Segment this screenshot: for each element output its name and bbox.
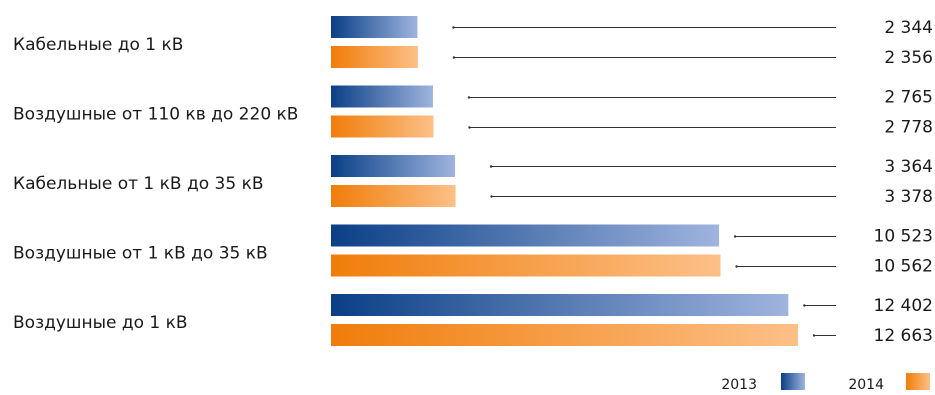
bar-2014-4 [331, 324, 798, 346]
legend: 2013 2014 [721, 373, 930, 393]
bar-2014-2 [331, 185, 456, 207]
bar-2014-3 [331, 254, 721, 277]
value-label: 10 562 [874, 257, 933, 277]
value-label: 2 344 [884, 18, 933, 38]
leader-dot [452, 56, 456, 59]
category-label: Воздушные до 1 кВ [13, 313, 188, 333]
bar-2013-0 [331, 16, 418, 38]
leader-dot [803, 304, 806, 307]
category-label: Воздушные от 110 кв до 220 кВ [13, 105, 298, 125]
value-label: 12 402 [874, 296, 933, 316]
value-label: 3 378 [884, 187, 933, 207]
category-label: Воздушные от 1 кВ до 35 кВ [13, 244, 268, 264]
value-label: 12 663 [874, 326, 933, 346]
bars [331, 16, 798, 346]
value-label: 2 356 [884, 48, 933, 68]
value-label: 2 778 [884, 118, 933, 138]
bar-2013-1 [331, 85, 433, 108]
legend-label-2014: 2014 [848, 377, 884, 393]
category-label: Кабельные до 1 кВ [13, 35, 183, 55]
value-labels: 2 344 2 356 2 765 2 778 3 364 3 378 10 523 10 5… [874, 18, 933, 346]
category-label: Кабельные от 1 кВ до 35 кВ [13, 174, 264, 194]
leader-lines [452, 26, 836, 337]
leader-dot [452, 26, 455, 29]
leader-dot [490, 195, 493, 198]
legend-swatch-2014 [906, 373, 930, 390]
bar-2013-3 [331, 224, 720, 247]
leader-dot [468, 126, 471, 129]
bar-2013-2 [331, 155, 456, 177]
leader-dot [467, 96, 471, 99]
value-label: 10 523 [874, 227, 933, 247]
leader-dot [812, 334, 816, 337]
legend-swatch-2013 [781, 373, 805, 390]
leader-dot [735, 265, 738, 268]
legend-label-2013: 2013 [721, 377, 757, 393]
value-label: 2 765 [884, 88, 933, 108]
bar-2014-0 [331, 46, 418, 68]
leader-dot [489, 165, 493, 168]
leader-dot [733, 235, 737, 238]
bar-2014-1 [331, 115, 434, 138]
bar-2013-4 [331, 294, 789, 316]
value-label: 3 364 [884, 157, 933, 177]
category-labels: Кабельные до 1 кВ Воздушные от 110 кв до … [13, 35, 298, 333]
